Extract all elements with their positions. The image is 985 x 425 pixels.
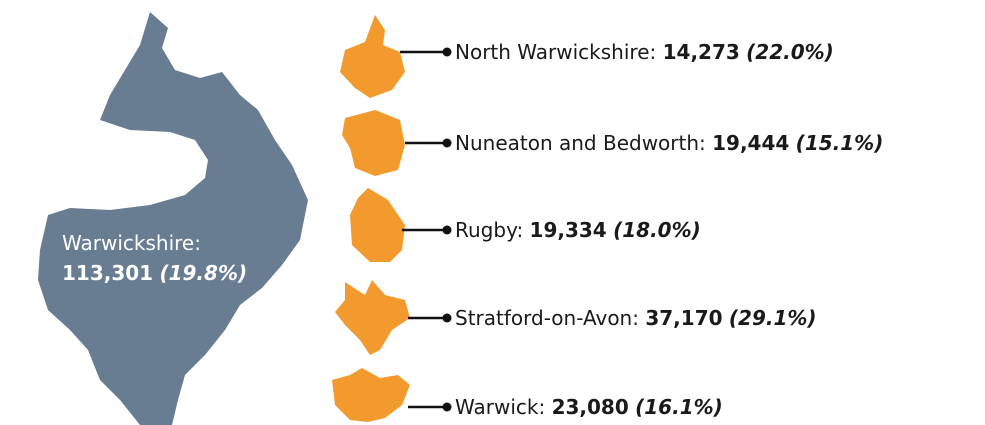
district-share: (18.0%) [613,218,701,242]
district-share: (29.1%) [728,306,817,330]
nuneaton-map [342,110,405,176]
stratford-map [335,280,410,355]
leader-dot [442,313,452,323]
warwickshire-map [38,12,308,425]
district-count: 37,170 [645,306,723,330]
district-label: Warwick: 23,080 (16.1%) [455,395,723,419]
leader-dot [442,225,452,235]
district-count: 23,080 [551,395,629,419]
north-warwickshire-map [340,15,405,98]
region-label: Warwickshire: 113,301 (19.8%) [62,228,247,288]
district-count: 19,334 [529,218,607,242]
district-maps [332,15,410,422]
region-count: 113,301 [62,261,154,285]
district-count: 19,444 [712,131,790,155]
district-label: Stratford-on-Avon: 37,170 (29.1%) [455,306,817,330]
district-share: (16.1%) [635,395,723,419]
region-share: (19.8%) [159,261,248,285]
district-share: (22.0%) [746,40,834,64]
leader-dot [442,138,452,148]
district-label: Nuneaton and Bedworth: 19,444 (15.1%) [455,131,883,155]
district-name: North Warwickshire: [455,40,657,64]
district-name: Rugby: [455,218,524,242]
warwick-map [332,368,410,422]
rugby-map [350,188,405,262]
district-share: (15.1%) [795,131,884,155]
leaders [400,47,452,412]
district-name: Nuneaton and Bedworth: [455,131,706,155]
leader-dot [442,47,452,57]
district-name: Stratford-on-Avon: [455,306,639,330]
region-name: Warwickshire: [62,231,201,255]
district-name: Warwick: [455,395,546,419]
district-label: Rugby: 19,334 (18.0%) [455,218,701,242]
district-label: North Warwickshire: 14,273 (22.0%) [455,40,834,64]
district-count: 14,273 [662,40,740,64]
leader-dot [442,402,452,412]
